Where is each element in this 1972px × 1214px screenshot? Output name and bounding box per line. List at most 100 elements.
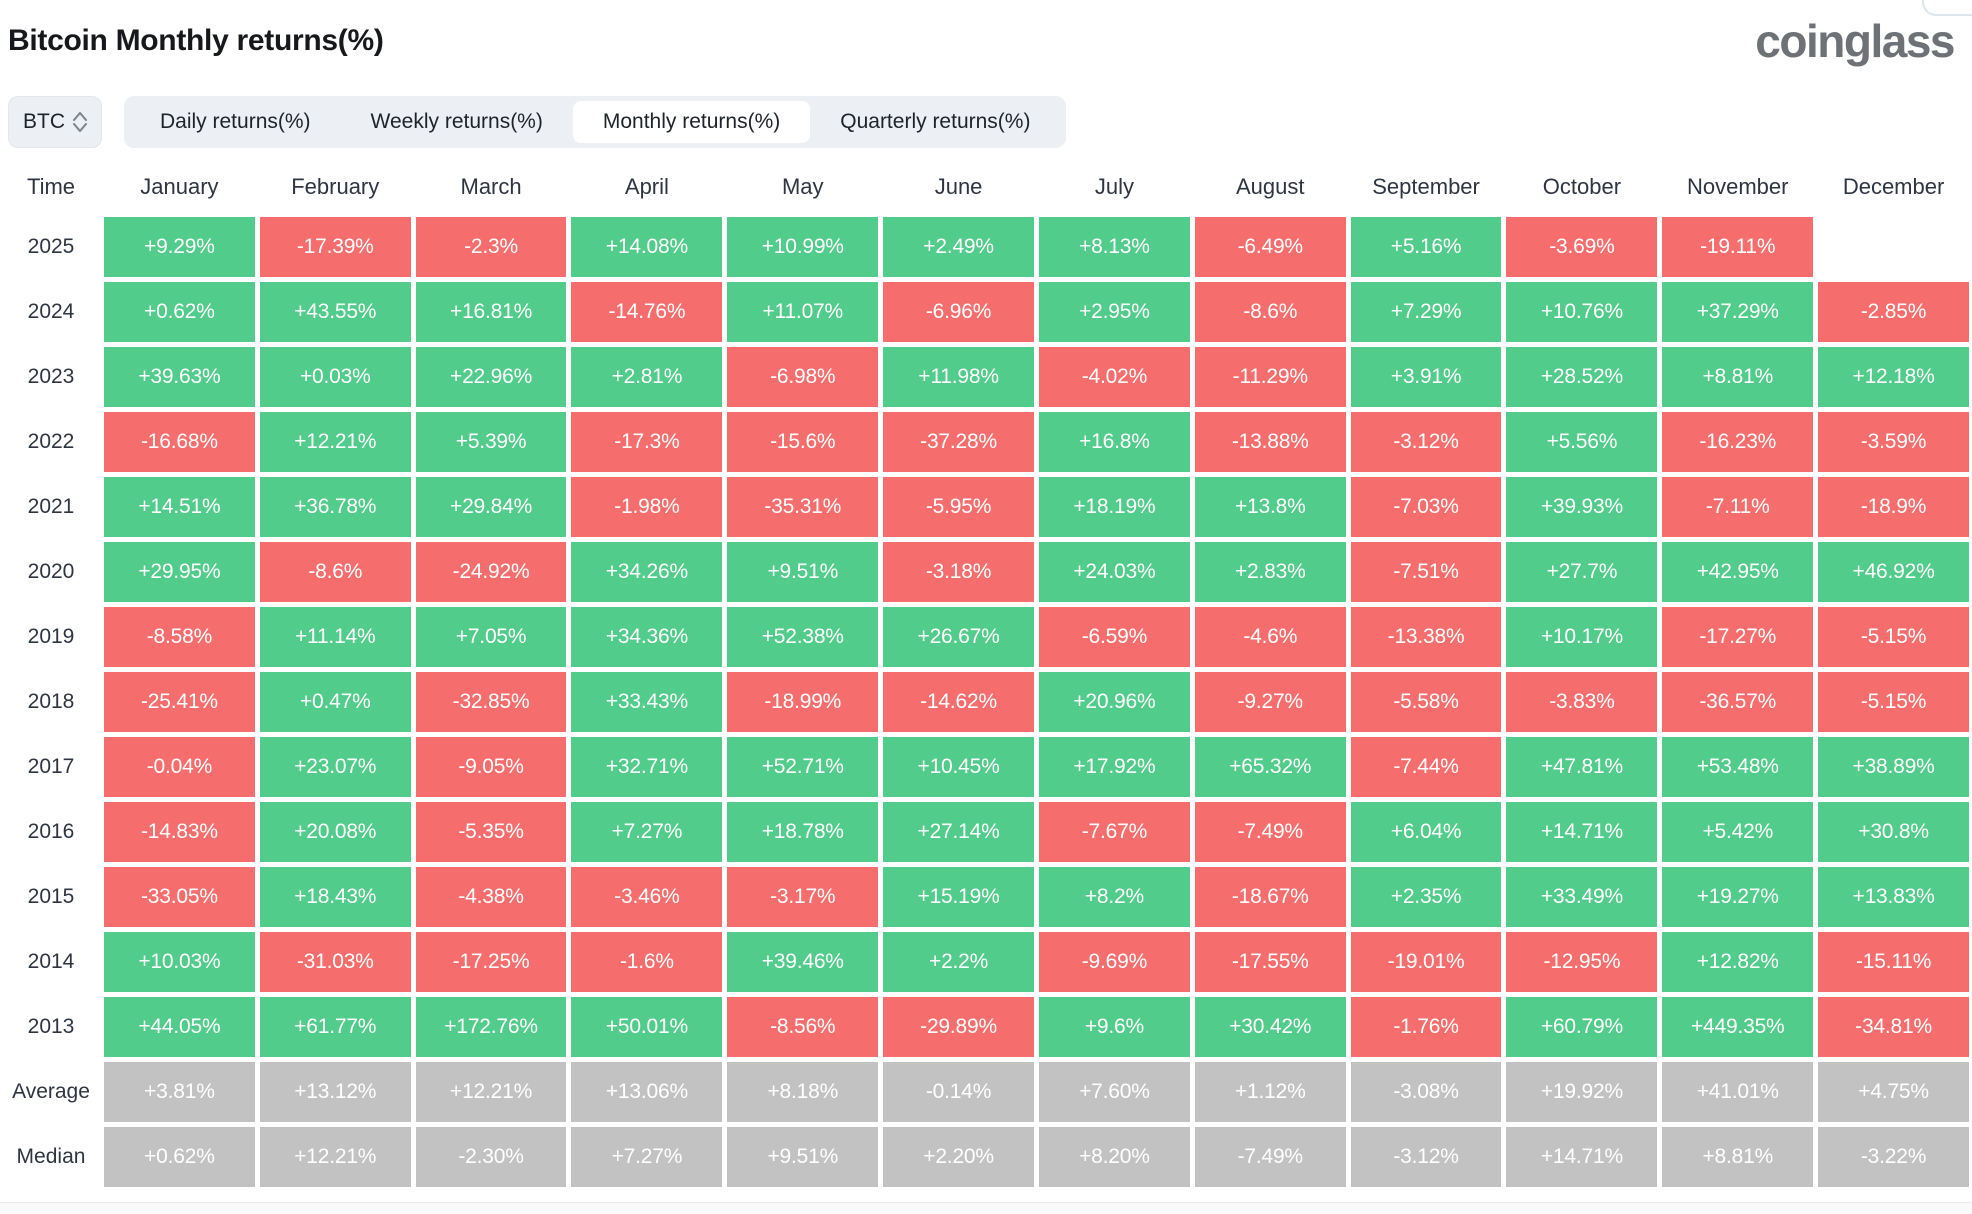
cell-2015-january: -33.05% (104, 867, 255, 927)
cell-2019-february: +11.14% (259, 607, 411, 667)
tab-daily-returns[interactable]: Daily returns(%) (130, 101, 341, 143)
cell-average-november: +41.01% (1662, 1062, 1814, 1122)
cell-2024-december: -2.85% (1818, 282, 1969, 342)
cell-2022-october: +5.56% (1506, 412, 1658, 472)
cell-2024-february: +43.55% (259, 282, 411, 342)
cell-2023-january: +39.63% (104, 347, 255, 407)
up-down-arrows-icon (73, 112, 87, 132)
cell-2014-september: -19.01% (1350, 932, 1502, 992)
cell-2014-august: -17.55% (1194, 932, 1346, 992)
cell-median-september: -3.12% (1350, 1127, 1502, 1187)
cell-2020-december: +46.92% (1818, 542, 1969, 602)
cell-2020-january: +29.95% (104, 542, 255, 602)
row-label-average: Average (3, 1062, 99, 1122)
cell-average-march: +12.21% (415, 1062, 567, 1122)
cell-2025-may: +10.99% (727, 217, 879, 277)
cell-2013-january: +44.05% (104, 997, 255, 1057)
cell-2021-june: -5.95% (883, 477, 1034, 537)
cell-2025-august: -6.49% (1194, 217, 1346, 277)
cell-2017-november: +53.48% (1662, 737, 1814, 797)
cell-2018-june: -14.62% (883, 672, 1034, 732)
cell-2013-november: +449.35% (1662, 997, 1814, 1057)
cell-2024-june: -6.96% (883, 282, 1034, 342)
cell-2015-may: -3.17% (727, 867, 879, 927)
cell-2023-may: -6.98% (727, 347, 879, 407)
cell-2014-june: +2.2% (883, 932, 1034, 992)
column-header-june: June (883, 162, 1034, 212)
cell-average-may: +8.18% (727, 1062, 879, 1122)
cell-2018-october: -3.83% (1506, 672, 1658, 732)
cell-2022-november: -16.23% (1662, 412, 1814, 472)
cell-2013-march: +172.76% (415, 997, 567, 1057)
coin-selector[interactable]: BTC (8, 96, 102, 148)
cell-2016-october: +14.71% (1506, 802, 1658, 862)
cell-2020-june: -3.18% (883, 542, 1034, 602)
cell-median-august: -7.49% (1194, 1127, 1346, 1187)
tab-weekly-returns[interactable]: Weekly returns(%) (341, 101, 573, 143)
tab-monthly-returns[interactable]: Monthly returns(%) (572, 101, 811, 143)
cell-2016-june: +27.14% (883, 802, 1034, 862)
cell-2024-november: +37.29% (1662, 282, 1814, 342)
cell-2024-january: +0.62% (104, 282, 255, 342)
cell-2015-february: +18.43% (259, 867, 411, 927)
cell-2013-october: +60.79% (1506, 997, 1658, 1057)
cell-2014-february: -31.03% (259, 932, 411, 992)
cell-2016-july: -7.67% (1038, 802, 1190, 862)
cell-2021-september: -7.03% (1350, 477, 1502, 537)
cell-2020-may: +9.51% (727, 542, 879, 602)
returns-table: Time January February March April May June July… (3, 162, 1969, 1187)
cell-median-june: +2.20% (883, 1127, 1034, 1187)
row-label-2013: 2013 (3, 997, 99, 1057)
row-label-2024: 2024 (3, 282, 99, 342)
cell-2020-october: +27.7% (1506, 542, 1658, 602)
tab-quarterly-returns[interactable]: Quarterly returns(%) (810, 101, 1060, 143)
row-label-2014: 2014 (3, 932, 99, 992)
row-label-2020: 2020 (3, 542, 99, 602)
cell-2019-july: -6.59% (1038, 607, 1190, 667)
cell-2013-february: +61.77% (259, 997, 411, 1057)
cell-2022-july: +16.8% (1038, 412, 1190, 472)
cell-2021-january: +14.51% (104, 477, 255, 537)
cell-2018-february: +0.47% (259, 672, 411, 732)
column-header-october: October (1506, 162, 1658, 212)
coinglass-logo: coinglass (1755, 15, 1955, 67)
cell-2020-march: -24.92% (415, 542, 567, 602)
cell-2022-august: -13.88% (1194, 412, 1346, 472)
cell-2024-may: +11.07% (727, 282, 879, 342)
cell-2017-march: -9.05% (415, 737, 567, 797)
cell-2013-september: -1.76% (1350, 997, 1502, 1057)
cell-2017-june: +10.45% (883, 737, 1034, 797)
cell-average-july: +7.60% (1038, 1062, 1190, 1122)
column-header-february: February (259, 162, 411, 212)
cell-2017-august: +65.32% (1194, 737, 1346, 797)
column-header-july: July (1038, 162, 1190, 212)
cell-2018-may: -18.99% (727, 672, 879, 732)
cell-2020-july: +24.03% (1038, 542, 1190, 602)
cell-2021-november: -7.11% (1662, 477, 1814, 537)
cell-2024-august: -8.6% (1194, 282, 1346, 342)
cell-2014-december: -15.11% (1818, 932, 1969, 992)
cell-2017-december: +38.89% (1818, 737, 1969, 797)
cell-2024-july: +2.95% (1038, 282, 1190, 342)
cell-2017-february: +23.07% (259, 737, 411, 797)
row-label-2018: 2018 (3, 672, 99, 732)
cell-2019-december: -5.15% (1818, 607, 1969, 667)
row-label-2025: 2025 (3, 217, 99, 277)
cell-2019-april: +34.36% (571, 607, 723, 667)
cell-2021-august: +13.8% (1194, 477, 1346, 537)
cell-2020-february: -8.6% (259, 542, 411, 602)
cell-2018-december: -5.15% (1818, 672, 1969, 732)
cell-2024-april: -14.76% (571, 282, 723, 342)
cell-2016-march: -5.35% (415, 802, 567, 862)
cell-2019-october: +10.17% (1506, 607, 1658, 667)
cell-2018-august: -9.27% (1194, 672, 1346, 732)
cell-2025-january: +9.29% (104, 217, 255, 277)
cell-2023-july: -4.02% (1038, 347, 1190, 407)
cell-2015-october: +33.49% (1506, 867, 1658, 927)
row-label-2022: 2022 (3, 412, 99, 472)
row-label-2015: 2015 (3, 867, 99, 927)
cell-2024-march: +16.81% (415, 282, 567, 342)
cell-average-february: +13.12% (259, 1062, 411, 1122)
cell-2021-december: -18.9% (1818, 477, 1969, 537)
